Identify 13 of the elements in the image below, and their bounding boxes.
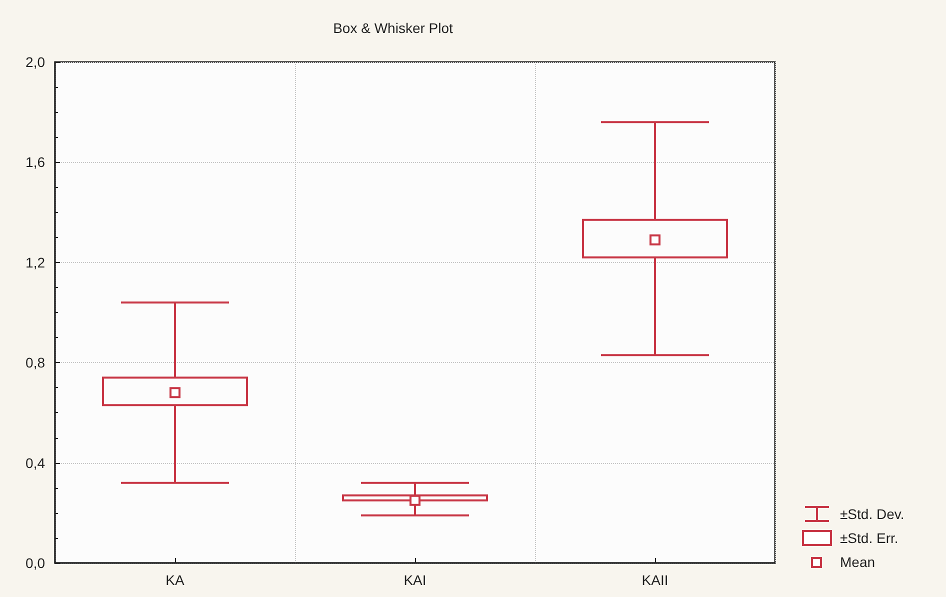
text: ±Std. Err. — [840, 530, 898, 546]
text: ±Std. Dev. — [840, 506, 904, 522]
y-tick-label: 1,2 — [26, 254, 46, 270]
chart-title: Box & Whisker Plot — [333, 20, 454, 36]
y-tick-label: 0,0 — [26, 555, 46, 571]
y-tick-label: 0,4 — [26, 454, 46, 471]
x-tick-label: KAI — [404, 572, 426, 588]
x-tick-label: KAII — [642, 572, 668, 588]
y-tick-label: 1,6 — [26, 154, 46, 170]
y-tick-label: 0,8 — [26, 354, 46, 371]
text: Mean — [840, 554, 876, 570]
x-tick-label: KA — [166, 572, 185, 588]
y-tick-label: 2,0 — [26, 54, 46, 70]
